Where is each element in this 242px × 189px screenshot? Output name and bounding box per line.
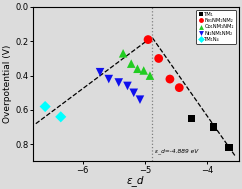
- Point: [43, 105, 47, 108]
- Point: [132, 91, 136, 94]
- Text: ε_d=-4.889 eV: ε_d=-4.889 eV: [155, 148, 198, 154]
- Point: [59, 115, 63, 118]
- Point: [142, 69, 146, 72]
- Point: [126, 84, 129, 88]
- Point: [190, 117, 194, 120]
- Point: [212, 126, 216, 129]
- Point: [157, 57, 161, 60]
- Point: [121, 52, 125, 55]
- Point: [98, 71, 102, 74]
- Point: [136, 67, 139, 70]
- Point: [177, 86, 181, 89]
- Point: [138, 98, 142, 101]
- Legend: TM₁, Fe₁NM₁NM₂, Co₁NM₁NM₂, Ni₁NM₁NM₂, TM₁N₄: TM₁, Fe₁NM₁NM₂, Co₁NM₁NM₂, Ni₁NM₁NM₂, TM…: [196, 10, 236, 44]
- Y-axis label: Overpotential (V): Overpotential (V): [3, 45, 13, 123]
- Point: [146, 38, 150, 41]
- Point: [168, 77, 172, 81]
- Point: [227, 146, 231, 149]
- Point: [107, 77, 111, 81]
- Point: [129, 62, 133, 65]
- X-axis label: ε_d: ε_d: [127, 175, 144, 186]
- Point: [117, 81, 121, 84]
- Point: [148, 74, 152, 77]
